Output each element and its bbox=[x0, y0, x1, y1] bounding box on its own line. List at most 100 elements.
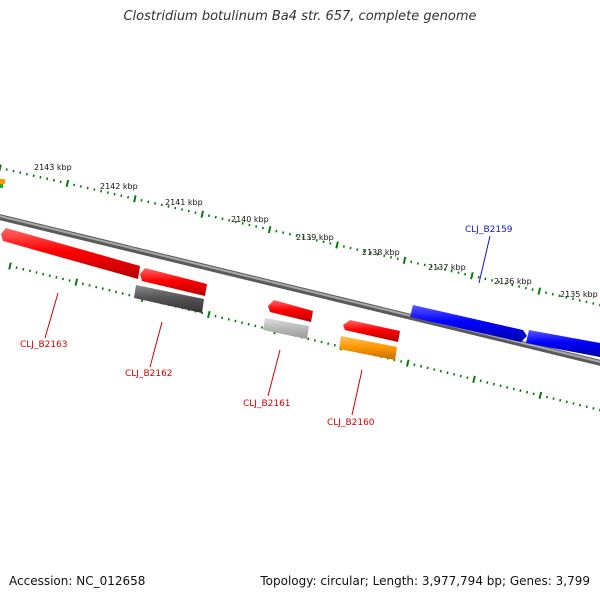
minor-tick bbox=[376, 252, 379, 256]
minor-tick bbox=[81, 282, 84, 286]
minor-tick bbox=[389, 255, 393, 259]
minor-tick bbox=[492, 382, 495, 386]
minor-tick bbox=[579, 403, 582, 407]
minor-tick bbox=[174, 206, 177, 210]
gene-label-clj-b2163[interactable]: CLJ_B2163 bbox=[20, 340, 68, 350]
minor-tick bbox=[437, 266, 440, 270]
minor-tick bbox=[532, 392, 535, 396]
minor-tick bbox=[93, 188, 96, 191]
minor-tick bbox=[88, 284, 91, 287]
cds-arrow-clj-b2162[interactable] bbox=[140, 268, 207, 296]
kbp-label: 2143 kbp bbox=[34, 163, 72, 172]
minor-tick bbox=[261, 226, 264, 230]
minor-tick bbox=[450, 269, 453, 273]
minor-tick bbox=[396, 257, 399, 261]
minor-tick bbox=[19, 171, 22, 174]
leader-clj-b2160 bbox=[351, 369, 363, 416]
minor-tick bbox=[307, 337, 310, 341]
minor-tick bbox=[545, 291, 548, 295]
major-tick bbox=[335, 241, 339, 249]
minor-tick bbox=[101, 287, 104, 291]
minor-tick bbox=[519, 389, 522, 392]
minor-tick bbox=[572, 297, 575, 301]
minor-tick bbox=[320, 340, 323, 344]
major-tick bbox=[74, 278, 79, 286]
minor-tick bbox=[413, 363, 416, 367]
minor-tick bbox=[108, 288, 111, 292]
minor-tick bbox=[288, 232, 291, 236]
minor-tick bbox=[73, 183, 76, 187]
minor-tick bbox=[221, 316, 224, 320]
minor-tick bbox=[86, 186, 89, 190]
minor-tick bbox=[484, 277, 487, 281]
minor-tick bbox=[127, 195, 130, 199]
minor-tick bbox=[100, 189, 103, 193]
minor-tick bbox=[322, 240, 325, 244]
kbp-label: 2138 kbp bbox=[362, 248, 400, 257]
cds-arrow-clj-b2159[interactable] bbox=[410, 305, 527, 342]
minor-tick bbox=[46, 177, 49, 181]
minor-tick bbox=[327, 342, 330, 346]
feature-dark-gray bbox=[134, 285, 204, 313]
cds-offscreen-green[interactable] bbox=[0, 184, 3, 188]
minor-tick bbox=[486, 381, 489, 384]
major-tick bbox=[537, 287, 542, 295]
gene-label-clj-b2160[interactable]: CLJ_B2160 bbox=[327, 418, 375, 428]
minor-tick bbox=[15, 266, 18, 270]
minor-tick bbox=[61, 277, 65, 281]
minor-tick bbox=[315, 239, 318, 242]
minor-tick bbox=[48, 274, 51, 278]
minor-tick bbox=[25, 172, 28, 176]
minor-tick bbox=[113, 192, 116, 196]
minor-tick bbox=[282, 231, 285, 234]
minor-tick bbox=[52, 178, 55, 182]
gene-label-clj-b2159[interactable]: CLJ_B2159 bbox=[465, 225, 513, 235]
minor-tick bbox=[194, 211, 197, 215]
minor-tick bbox=[140, 199, 143, 202]
minor-tick bbox=[227, 318, 230, 321]
minor-tick bbox=[221, 217, 224, 221]
minor-tick bbox=[592, 406, 595, 410]
minor-tick bbox=[349, 246, 352, 250]
cds-arrow-blue-2[interactable] bbox=[526, 330, 600, 357]
leader-clj-b2163 bbox=[44, 292, 59, 339]
minor-tick bbox=[147, 200, 150, 204]
minor-tick bbox=[512, 387, 515, 391]
minor-tick bbox=[453, 373, 456, 376]
minor-tick bbox=[35, 271, 38, 274]
minor-tick bbox=[115, 290, 118, 294]
kbp-label: 2135 kbp bbox=[560, 290, 598, 299]
minor-tick bbox=[504, 282, 507, 285]
minor-tick bbox=[585, 300, 588, 304]
major-tick bbox=[402, 256, 407, 265]
minor-tick bbox=[187, 209, 190, 213]
minor-tick bbox=[201, 311, 204, 315]
gene-label-clj-b2161[interactable]: CLJ_B2161 bbox=[243, 399, 291, 409]
cds-offscreen-orange[interactable] bbox=[0, 179, 5, 184]
cds-arrow-clj-b2161[interactable] bbox=[268, 300, 313, 322]
cds-arrow-clj-b2163[interactable] bbox=[1, 228, 140, 279]
minor-tick bbox=[356, 248, 359, 251]
leader-clj-b2159 bbox=[478, 235, 491, 284]
kbp-label: 2142 kbp bbox=[100, 182, 138, 191]
minor-tick bbox=[400, 360, 403, 363]
minor-tick bbox=[342, 245, 345, 248]
minor-tick bbox=[559, 398, 562, 402]
minor-tick bbox=[464, 272, 467, 276]
gene-label-clj-b2162[interactable]: CLJ_B2162 bbox=[125, 369, 173, 379]
kbp-label: 2140 kbp bbox=[231, 215, 269, 224]
major-tick bbox=[65, 179, 70, 188]
minor-tick bbox=[95, 285, 98, 289]
minor-tick bbox=[459, 374, 462, 378]
feature-light-gray bbox=[263, 318, 309, 339]
major-tick bbox=[267, 225, 272, 234]
minor-tick bbox=[309, 237, 312, 241]
major-tick bbox=[8, 262, 12, 270]
minor-tick bbox=[363, 249, 366, 253]
cds-arrow-clj-b2160[interactable] bbox=[343, 320, 400, 342]
kbp-label: 2139 kbp bbox=[296, 233, 334, 242]
minor-tick bbox=[254, 324, 257, 328]
feature-orange bbox=[339, 336, 397, 360]
minor-tick bbox=[39, 175, 42, 179]
